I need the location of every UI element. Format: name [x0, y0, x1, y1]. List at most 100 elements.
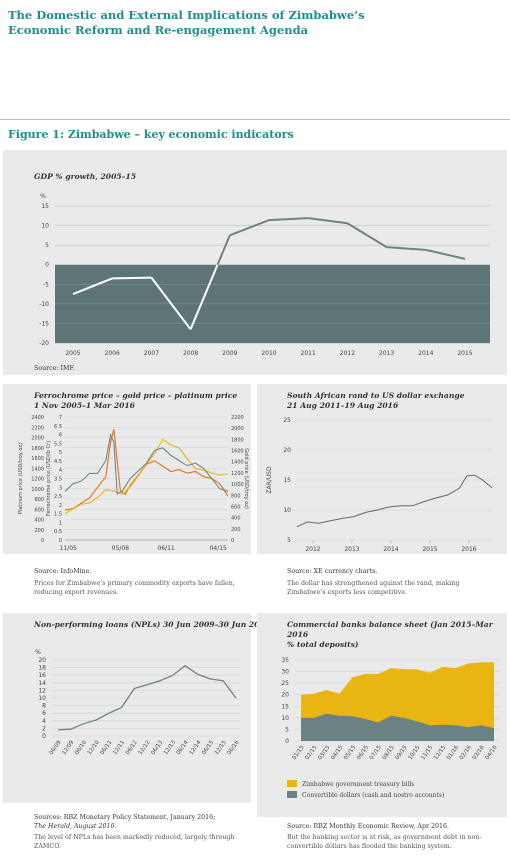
npl-ytick-label: 20 — [38, 657, 46, 664]
gdp-line-segment — [189, 264, 219, 330]
ferro-right-tick: 800 — [231, 493, 241, 499]
ferro-mid-tick: 4 — [59, 468, 62, 474]
ferro-right-tick: 1600 — [231, 449, 244, 455]
banks-xtick-label: 02/16 — [459, 744, 473, 761]
banks-xtick-label: 03/15 — [317, 744, 331, 761]
ferro-right-tick: 400 — [231, 516, 241, 522]
banks-legend-swatch-convertible — [287, 791, 297, 798]
gdp-xtick-label: 2015 — [457, 350, 472, 357]
gdp-xtick-label: 2014 — [418, 350, 433, 357]
npl-source-line1: Sources: RBZ Monetary Policy Statement, … — [34, 814, 216, 821]
ferro-left-tick: 2200 — [31, 425, 44, 431]
ferro-mid-tick: 3 — [59, 485, 62, 491]
npl-ytick-label: 12 — [38, 687, 46, 694]
npl-xtick-label: 06/16 — [227, 739, 241, 756]
ferro-series-platinum — [64, 433, 229, 495]
gdp-line-segment — [386, 246, 426, 251]
banks-source: Source: RBZ Monthly Economic Review, Apr… — [287, 823, 450, 830]
ferro-right-tick: 0 — [231, 538, 234, 544]
gdp-line-segment — [229, 219, 270, 237]
banks-xtick-label: 02/15 — [304, 744, 318, 761]
ferro-mid-tick: 1 — [59, 520, 62, 526]
banks-title-line1: Commercial banks balance sheet (Jan 2015… — [287, 620, 493, 639]
ferro-left-tick: 1400 — [31, 466, 44, 472]
banks-note: But the banking sector is at risk, as go… — [287, 834, 482, 850]
zar-ytick-label: 10 — [283, 507, 291, 514]
zar-xtick-label: 2015 — [422, 546, 437, 553]
gdp-xtick-label: 2008 — [183, 350, 198, 357]
ferro-mid-tick: 2.5 — [54, 494, 62, 500]
zar-series-line — [296, 474, 493, 528]
ferro-right-tick: 200 — [231, 527, 241, 533]
gdp-ytick-label: 0 — [45, 262, 49, 269]
ferro-note: Prices for Zimbabwe’s primary commodity … — [34, 580, 235, 596]
zar-chart: 5 10 15 20 25 ZAR/USD 2012 2013 2014 2015 2016 — [266, 417, 493, 553]
npl-note: The level of NPLs has been markedly redu… — [34, 834, 235, 850]
npl-ytick-label: 4 — [42, 718, 46, 725]
gdp-ytick-label: 15 — [41, 203, 49, 210]
ferro-mid-tick: 5.5 — [54, 441, 62, 447]
npl-title: Non-performing loans (NPLs) 30 Jun 2009–… — [34, 620, 270, 629]
banks-xtick-label: 09/15 — [395, 744, 409, 761]
banks-xtick-label: 06/15 — [356, 744, 370, 761]
zar-xtick-label: 2014 — [383, 546, 398, 553]
npl-xtick-label: 12/12 — [138, 740, 152, 756]
gdp-ytick-label: -10 — [39, 301, 49, 308]
npl-ytick-label: 16 — [38, 672, 46, 679]
npl-ytick-label: 8 — [42, 703, 46, 710]
npl-panel — [3, 613, 251, 803]
ferro-xtick-label: 04/15 — [210, 545, 227, 552]
ferro-series-ferrochrome — [64, 429, 229, 511]
gdp-xtick-label: 2010 — [261, 350, 276, 357]
ferro-xtick-label: 11/05 — [60, 545, 77, 552]
zar-title-line1: South African rand to US dollar exchange — [287, 391, 465, 400]
npl-ylabel: % — [35, 649, 41, 656]
gdp-xtick-label: 2013 — [379, 350, 394, 357]
gdp-line-segment — [216, 234, 231, 266]
gdp-ylabel: % — [40, 193, 46, 200]
banks-ytick-label: 15 — [281, 703, 289, 710]
banks-xtick-label: 10/15 — [407, 744, 421, 761]
gdp-xtick-label: 2009 — [222, 350, 237, 357]
banks-title-line2: % total deposits) — [287, 640, 359, 649]
ferro-chart: 0200400600800100012001400160018002000220… — [18, 415, 249, 552]
ferro-right-tick: 2200 — [231, 415, 244, 421]
ferro-left-axis-label: Platinum price (USD/troy oz) — [18, 443, 24, 514]
banks-ytick-label: 5 — [285, 726, 289, 733]
banks-legend-label-treasury: Zimbabwe government treasury bills — [302, 781, 414, 788]
ferro-mid-tick: 0.5 — [54, 529, 62, 535]
gdp-xtick-label: 2007 — [144, 350, 159, 357]
ferro-xtick-label: 06/11 — [157, 545, 174, 552]
ferro-mid-tick: 6.5 — [54, 424, 62, 430]
ferro-mid-tick: 0 — [59, 538, 62, 544]
gdp-ytick-label: -20 — [39, 340, 49, 347]
ferro-left-tick: 0 — [41, 538, 44, 544]
npl-ytick-label: 10 — [38, 695, 46, 702]
gdp-ytick-label: -15 — [39, 320, 49, 327]
npl-xtick-label: 12/11 — [112, 740, 126, 756]
banks-area-convertible — [301, 713, 494, 741]
npl-source: Sources: RBZ Monetary Policy Statement, … — [34, 814, 215, 831]
gdp-ytick-label: -5 — [43, 281, 49, 288]
gdp-line-segment — [72, 277, 113, 296]
gdp-line-segment — [268, 217, 309, 222]
banks-ytick-label: 30 — [281, 669, 289, 676]
ferro-left-tick: 2400 — [31, 415, 44, 421]
ferro-right-tick: 1000 — [231, 482, 244, 488]
gdp-title: GDP % growth, 2005–15 — [34, 172, 137, 181]
ferro-xtick-label: 05/08 — [112, 545, 129, 552]
npl-xtick-label: 06/11 — [99, 740, 113, 756]
banks-ytick-label: 35 — [281, 657, 289, 664]
banks-legend-label-convertible: Convertible dollars (cash and nostro acc… — [302, 792, 444, 799]
ferro-right-tick: 2000 — [231, 426, 244, 432]
ferro-mid-tick: 2 — [59, 503, 62, 509]
npl-ytick-label: 0 — [42, 733, 46, 740]
banks-xtick-label: 11/15 — [420, 744, 434, 761]
gdp-chart: 15 10 5 0 -5 -10 -15 -20% 2005 2006 2007 2008 2009 20… — [39, 193, 490, 357]
gdp-line-segment — [425, 248, 466, 260]
ferro-left-tick: 1000 — [31, 487, 44, 493]
gdp-line-segment — [112, 276, 152, 280]
zar-ytick-label: 20 — [283, 447, 291, 454]
ferro-mid-tick: 6 — [59, 433, 62, 439]
gdp-xtick-label: 2006 — [105, 350, 120, 357]
